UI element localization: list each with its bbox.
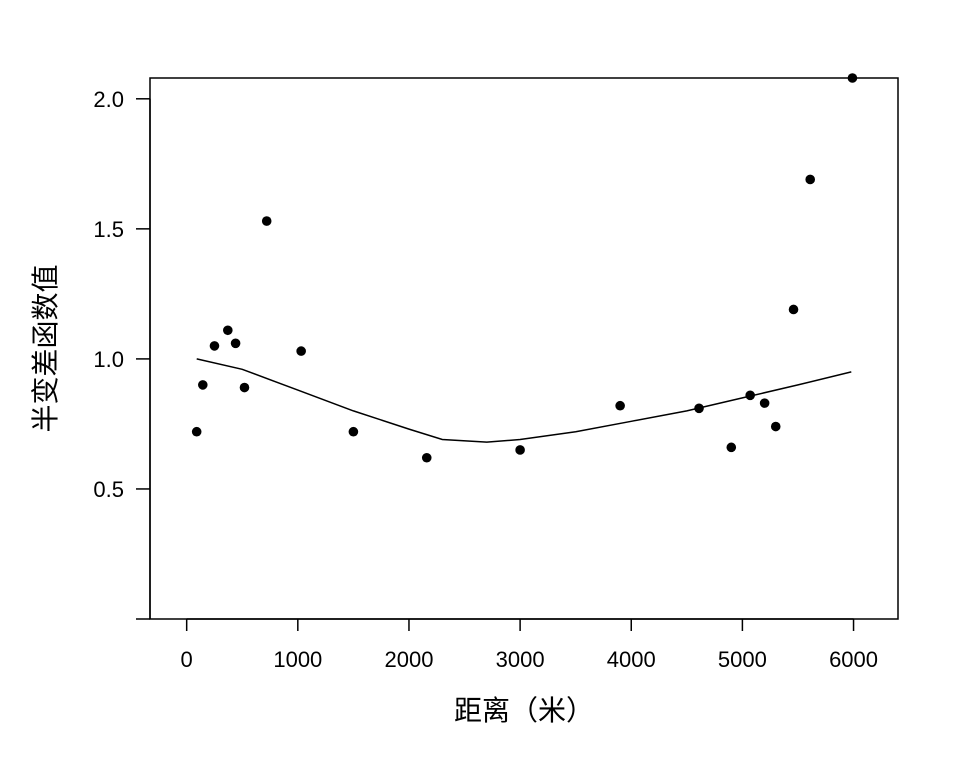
data-point [209,341,220,351]
data-point [191,426,202,437]
x-tick-label: 0 [181,647,193,672]
data-point [615,400,625,411]
y-tick-label: 1.5 [93,217,124,242]
x-axis: 0 1000 2000 3000 4000 5000 6000 [181,618,878,672]
data-point [223,325,233,336]
y-tick-label: 0.5 [93,477,124,502]
x-tick-label: 2000 [384,647,433,672]
y-tick-label: 2.0 [93,87,124,112]
x-tick-label: 5000 [718,647,767,672]
data-point [847,73,858,83]
data-point [197,380,208,390]
plot-frame [149,77,899,620]
data-point [261,216,272,226]
x-axis-title: 距离（米） [454,694,594,727]
data-point [515,445,525,455]
fitted-model-line [196,358,852,443]
x-tick-label: 6000 [829,647,878,672]
data-point [726,442,737,453]
data-point [421,452,432,463]
data-point [770,421,781,432]
x-tick-label: 3000 [496,647,545,672]
data-point [239,382,250,393]
data-point [230,338,241,349]
data-point [296,346,306,356]
x-tick-label: 1000 [273,647,322,672]
y-tick-label: 1.0 [93,347,124,372]
y-axis-title: 半变差函数值 [29,264,62,432]
data-point [805,174,815,185]
plot-marks [191,73,858,463]
data-point [348,426,359,437]
x-tick-label: 4000 [607,647,656,672]
data-point [759,398,770,408]
y-axis: 0.5 1.0 1.5 2.0 [93,87,151,620]
data-point [788,304,799,315]
